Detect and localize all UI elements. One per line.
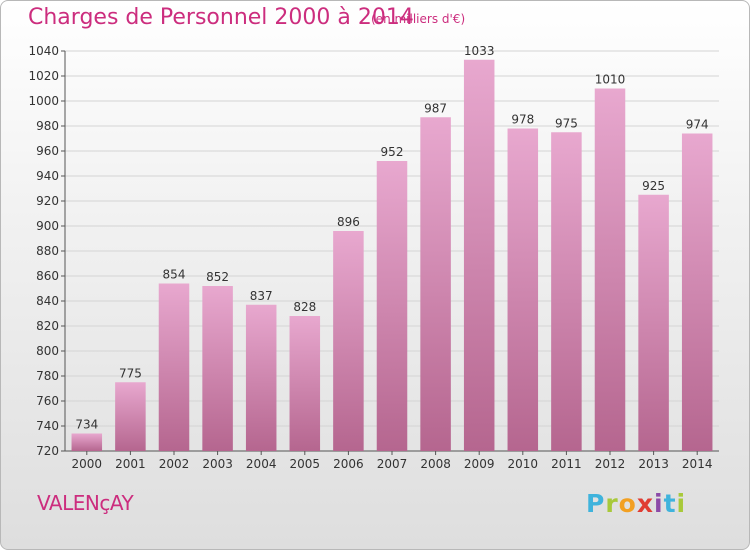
chart-subtitle: (en milliers d'€) bbox=[371, 12, 466, 26]
bar-2007 bbox=[376, 161, 408, 451]
data-label-2005: 828 bbox=[293, 300, 316, 314]
y-tick-label: 720 bbox=[36, 444, 59, 458]
y-tick-label: 940 bbox=[36, 169, 59, 183]
bar-2011 bbox=[551, 132, 582, 451]
logo-letter: o bbox=[618, 489, 637, 518]
data-label-2008: 987 bbox=[424, 101, 447, 115]
bar-2014 bbox=[681, 133, 713, 451]
logo-letter: x bbox=[636, 489, 654, 518]
x-tick-labels: 2000 2001 2002 2003 2004 2005 2006 2007 2008 2009… bbox=[72, 457, 713, 471]
y-tick-label: 820 bbox=[36, 319, 59, 333]
x-tick-label-2009: 2009 bbox=[464, 457, 495, 471]
x-tick-label-2006: 2006 bbox=[333, 457, 364, 471]
bar-2010 bbox=[507, 128, 539, 451]
y-tick-label: 780 bbox=[36, 369, 59, 383]
data-label-2010: 978 bbox=[511, 113, 534, 127]
data-label-2002: 854 bbox=[163, 268, 186, 282]
x-tick-label-2010: 2010 bbox=[508, 457, 539, 471]
y-tick-label: 1020 bbox=[28, 69, 59, 83]
x-tick-label-2013: 2013 bbox=[638, 457, 669, 471]
logo-letter: P bbox=[586, 489, 606, 518]
data-label-2006: 896 bbox=[337, 215, 360, 229]
logo-letter: i bbox=[654, 489, 664, 518]
data-label-2001: 775 bbox=[119, 366, 142, 380]
y-tick-label: 860 bbox=[36, 269, 59, 283]
y-tick-label: 900 bbox=[36, 219, 59, 233]
data-label-2009: 1033 bbox=[464, 44, 495, 58]
y-tick-label: 800 bbox=[36, 344, 59, 358]
y-tick-label: 1000 bbox=[28, 94, 59, 108]
x-tick-label-2012: 2012 bbox=[595, 457, 626, 471]
x-tick-label-2002: 2002 bbox=[159, 457, 190, 471]
y-tick-label: 880 bbox=[36, 244, 59, 258]
x-tick-label-2000: 2000 bbox=[72, 457, 103, 471]
data-label-2012: 1010 bbox=[595, 73, 626, 87]
data-label-2003: 852 bbox=[206, 270, 229, 284]
bar-2001 bbox=[115, 382, 146, 451]
data-label-2014: 974 bbox=[686, 118, 709, 132]
bar-2013 bbox=[638, 194, 669, 451]
bar-2003 bbox=[202, 286, 233, 451]
bar-2002 bbox=[158, 283, 190, 451]
bar-2005 bbox=[289, 316, 321, 451]
x-tick-label-2004: 2004 bbox=[246, 457, 277, 471]
x-tick-label-2011: 2011 bbox=[551, 457, 582, 471]
y-tick-label: 920 bbox=[36, 194, 59, 208]
proxiti-logo: Proxiti bbox=[586, 489, 686, 518]
data-label-2004: 837 bbox=[250, 289, 273, 303]
data-label-2011: 975 bbox=[555, 116, 578, 130]
x-tick-label-2007: 2007 bbox=[377, 457, 408, 471]
chart-title: Charges de Personnel 2000 à 2014 bbox=[28, 5, 414, 30]
data-labels: 734 775 854 852 837 828 896 952 987 1033 978 975 101… bbox=[75, 44, 708, 432]
y-tick-label: 1040 bbox=[28, 44, 59, 58]
bar-2004 bbox=[245, 304, 277, 451]
data-label-2013: 925 bbox=[642, 179, 665, 193]
place-name: VALENçAY bbox=[37, 491, 134, 515]
x-tick-label-2014: 2014 bbox=[682, 457, 713, 471]
bar-2000 bbox=[71, 433, 103, 451]
x-tick-label-2005: 2005 bbox=[290, 457, 321, 471]
logo-letter: i bbox=[676, 489, 687, 518]
bar-2008 bbox=[420, 117, 451, 451]
data-label-2007: 952 bbox=[381, 145, 404, 159]
data-label-2000: 734 bbox=[75, 418, 98, 432]
y-tick-labels: 720 740 760 780 800 820 840 860 880 900 920 940 960 9… bbox=[28, 44, 59, 458]
bar-2009 bbox=[463, 59, 495, 451]
y-tick-label: 740 bbox=[36, 419, 59, 433]
x-tick-label-2008: 2008 bbox=[420, 457, 451, 471]
bars bbox=[71, 59, 713, 451]
y-tick-label: 840 bbox=[36, 294, 59, 308]
bar-2006 bbox=[333, 231, 364, 451]
y-tick-label: 960 bbox=[36, 144, 59, 158]
logo-letter: r bbox=[605, 489, 619, 518]
logo-letter: t bbox=[663, 489, 677, 518]
x-tick-label-2001: 2001 bbox=[115, 457, 146, 471]
bar-2012 bbox=[594, 88, 626, 451]
x-tick-label-2003: 2003 bbox=[202, 457, 233, 471]
y-tick-label: 980 bbox=[36, 119, 59, 133]
y-tick-label: 760 bbox=[36, 394, 59, 408]
